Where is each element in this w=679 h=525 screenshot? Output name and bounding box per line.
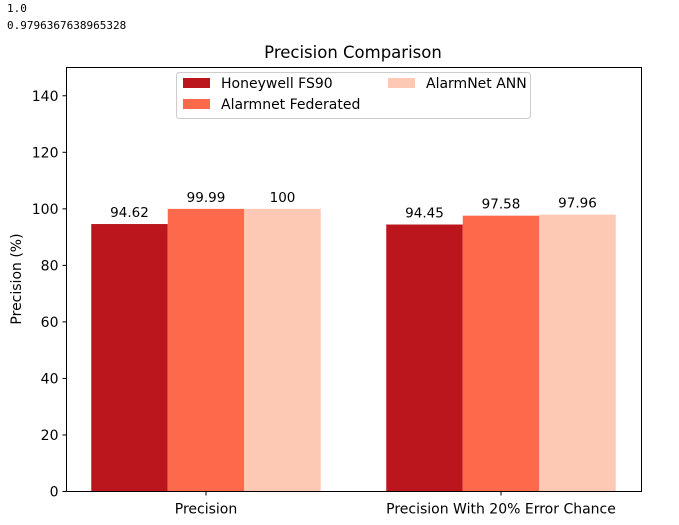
bars: [91, 208, 616, 492]
y-tick-label: 120: [32, 145, 59, 161]
y-tick-label: 140: [32, 89, 59, 105]
console-output-line-2: 0.9796367638965328: [7, 19, 127, 32]
bar-value-label: 100: [270, 190, 296, 206]
bar-value-label: 94.45: [405, 206, 444, 222]
x-tick-label: Precision With 20% Error Chance: [386, 502, 616, 518]
bar-1-1: [91, 224, 168, 492]
bar-3-1: [244, 208, 321, 492]
y-tick-label: 40: [41, 371, 59, 387]
bar-1-2: [386, 224, 463, 492]
bar-value-label: 97.58: [482, 197, 521, 213]
legend-swatch: [388, 78, 415, 88]
chart-title: Precision Comparison: [264, 43, 442, 62]
bar-2-2: [462, 215, 540, 492]
legend-swatch: [183, 99, 210, 109]
x-axis: Precision Precision With 20% Error Chance: [175, 491, 616, 518]
legend-label: Alarmnet Federated: [221, 97, 360, 113]
bar-value-label: 97.96: [558, 196, 597, 212]
y-tick-label: 80: [41, 258, 59, 274]
y-axis: 0 20 40 60 80 100 120 140: [32, 89, 67, 501]
plot-frame: [66, 67, 642, 492]
y-tick-label: 100: [32, 202, 59, 218]
x-tick-label: Precision: [175, 502, 237, 518]
legend: Honeywell FS90 Alarmnet Federated AlarmNet…: [176, 72, 531, 119]
bar-value-label: 99.99: [187, 190, 226, 206]
legend-swatch: [183, 78, 210, 88]
bar-value-labels: 94.62 94.45 99.99 97.58 100 97.96: [110, 190, 597, 222]
y-tick-label: 20: [41, 428, 59, 444]
bar-2-1: [167, 208, 245, 492]
console-output-line-1: 1.0: [7, 2, 27, 15]
bar-3-2: [539, 214, 616, 492]
y-tick-label: 60: [41, 315, 59, 331]
legend-label: AlarmNet ANN: [426, 76, 527, 92]
y-tick-label: 0: [50, 485, 59, 501]
y-axis-label: Precision (%): [9, 233, 25, 324]
bar-value-label: 94.62: [110, 205, 149, 221]
legend-label: Honeywell FS90: [221, 76, 333, 92]
legend-box: [176, 72, 531, 119]
